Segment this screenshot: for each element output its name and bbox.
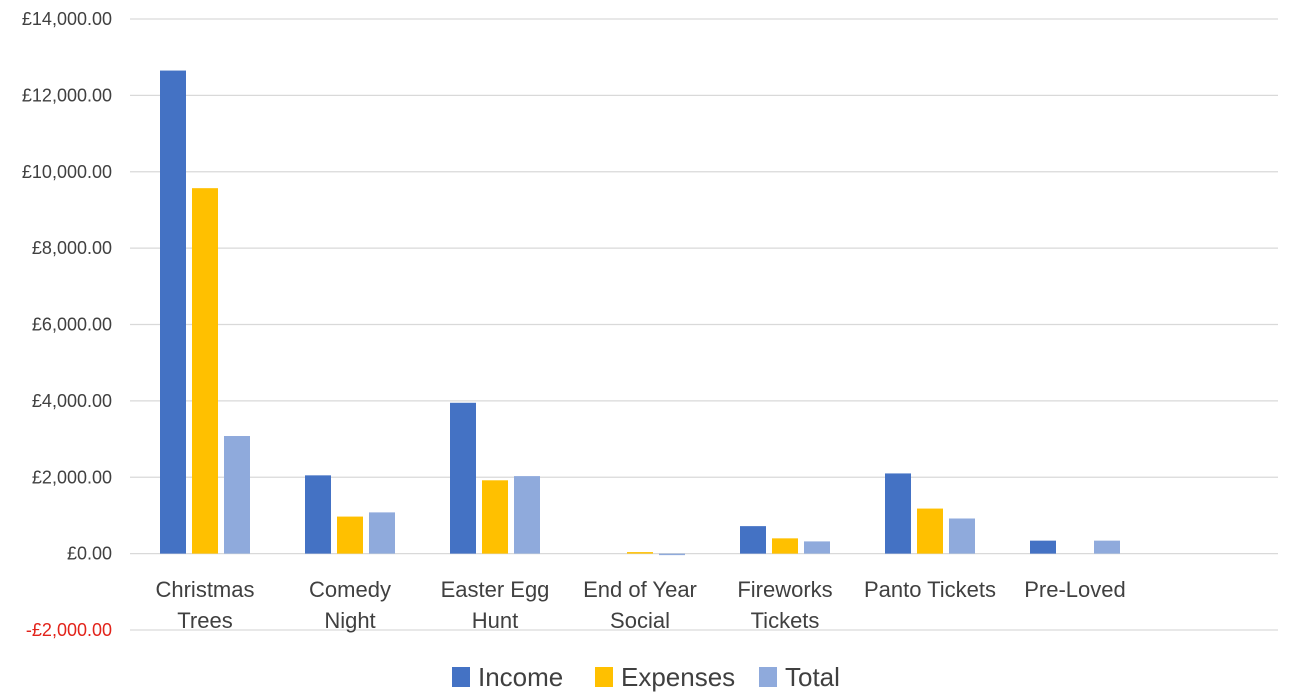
bar-income-6: [1030, 540, 1056, 554]
bar-total-6: [1094, 540, 1120, 554]
x-tick-label: End of Year: [583, 577, 697, 602]
x-axis-tick-labels: Christmas Trees Comedy Night Easter Egg Hunt E…: [155, 577, 1125, 633]
bar-expenses-2: [482, 480, 508, 554]
bar-total-4: [804, 541, 830, 554]
bar-total-2: [514, 476, 540, 554]
bar-total-5: [949, 518, 975, 554]
y-tick-label: £8,000.00: [32, 238, 112, 258]
bar-income-0: [160, 70, 186, 554]
x-tick-label: Tickets: [751, 608, 820, 633]
legend: Income Expenses Total: [452, 662, 840, 692]
x-tick-label: Hunt: [472, 608, 518, 633]
y-tick-label: £0.00: [67, 544, 112, 564]
legend-swatch-expenses: [595, 667, 613, 687]
legend-label-income: Income: [478, 662, 563, 692]
bar-expenses-5: [917, 508, 943, 554]
bars: [160, 70, 1120, 556]
bar-income-5: [885, 473, 911, 554]
y-tick-label: £10,000.00: [22, 162, 112, 182]
legend-swatch-total: [759, 667, 777, 687]
x-tick-label: Comedy: [309, 577, 391, 602]
bar-total-1: [369, 512, 395, 554]
bar-expenses-1: [337, 516, 363, 554]
legend-label-expenses: Expenses: [621, 662, 735, 692]
bar-income-1: [305, 475, 331, 554]
x-tick-label: Night: [324, 608, 375, 633]
bar-expenses-0: [192, 188, 218, 554]
legend-swatch-income: [452, 667, 470, 687]
bar-income-4: [740, 526, 766, 554]
y-tick-label: £14,000.00: [22, 9, 112, 29]
bar-income-2: [450, 402, 476, 554]
x-tick-label: Trees: [177, 608, 232, 633]
x-tick-label: Easter Egg: [441, 577, 550, 602]
bar-expenses-4: [772, 538, 798, 554]
y-axis-tick-labels: -£2,000.00 £0.00 £2,000.00 £4,000.00 £6,000.…: [22, 9, 112, 640]
y-tick-label: £6,000.00: [32, 315, 112, 335]
x-tick-label: Christmas: [155, 577, 254, 602]
x-tick-label: Social: [610, 608, 670, 633]
legend-label-total: Total: [785, 662, 840, 692]
y-tick-label: -£2,000.00: [26, 620, 112, 640]
bar-expenses-3: [627, 552, 653, 554]
y-tick-label: £12,000.00: [22, 85, 112, 105]
x-tick-label: Panto Tickets: [864, 577, 996, 602]
x-tick-label: Fireworks: [737, 577, 832, 602]
y-tick-label: £4,000.00: [32, 391, 112, 411]
bar-total-3: [659, 553, 685, 556]
gridlines: [130, 18, 1278, 631]
y-tick-label: £2,000.00: [32, 467, 112, 487]
x-tick-label: Pre-Loved: [1024, 577, 1126, 602]
bar-total-0: [224, 436, 250, 554]
